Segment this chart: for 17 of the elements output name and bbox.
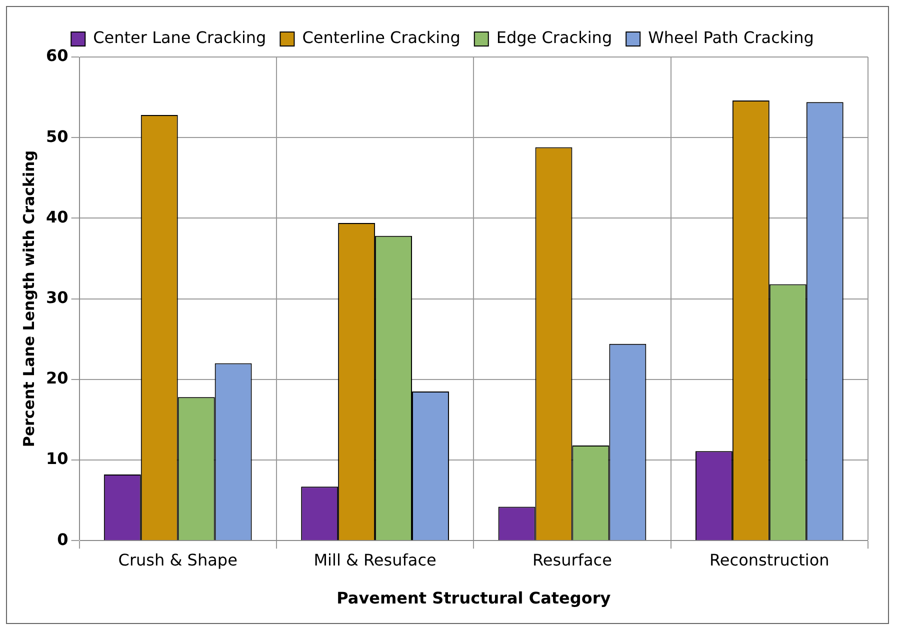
y-tick-label: 30 xyxy=(46,288,68,307)
y-tick-label: 0 xyxy=(57,530,68,549)
legend-label: Edge Cracking xyxy=(496,28,612,48)
y-tick-label: 10 xyxy=(46,449,68,468)
y-tick-label: 20 xyxy=(46,368,68,388)
x-tick-label: Resurface xyxy=(532,550,612,570)
x-axis-title: Pavement Structural Category xyxy=(336,588,612,608)
legend-label: Center Lane Cracking xyxy=(93,28,266,48)
x-tick-label: Crush & Shape xyxy=(118,550,238,570)
x-tick-label: Reconstruction xyxy=(710,550,830,570)
y-tick-label: 50 xyxy=(46,126,68,146)
legend-label: Centerline Cracking xyxy=(302,28,460,48)
legend-label: Wheel Path Cracking xyxy=(648,28,814,48)
x-tick-label: Mill & Resuface xyxy=(314,550,436,570)
y-axis-title: Percent Lane Length with Cracking xyxy=(20,150,38,448)
y-tick-label: 60 xyxy=(46,46,68,66)
y-tick-label: 40 xyxy=(46,207,68,226)
